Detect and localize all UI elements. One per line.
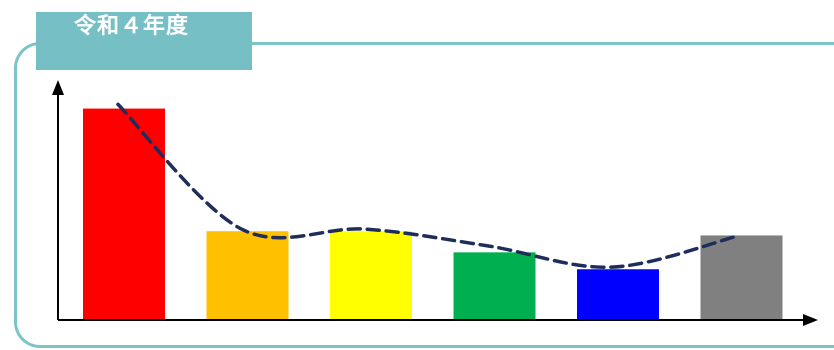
chart-frame <box>14 42 834 348</box>
trend-line <box>116 102 742 269</box>
bar-4 <box>453 252 536 320</box>
bars-group <box>83 108 783 320</box>
bar-6 <box>700 235 783 320</box>
chart-title: 令和４年度 <box>74 14 190 39</box>
bar-2 <box>206 231 289 320</box>
bar-1 <box>83 108 165 320</box>
y-axis-arrow <box>52 80 64 95</box>
bar-5 <box>577 269 659 320</box>
axes <box>52 80 818 326</box>
x-axis-arrow <box>803 314 818 326</box>
chart-title-tab: 令和４年度 <box>36 12 252 70</box>
bar-3 <box>330 231 412 320</box>
